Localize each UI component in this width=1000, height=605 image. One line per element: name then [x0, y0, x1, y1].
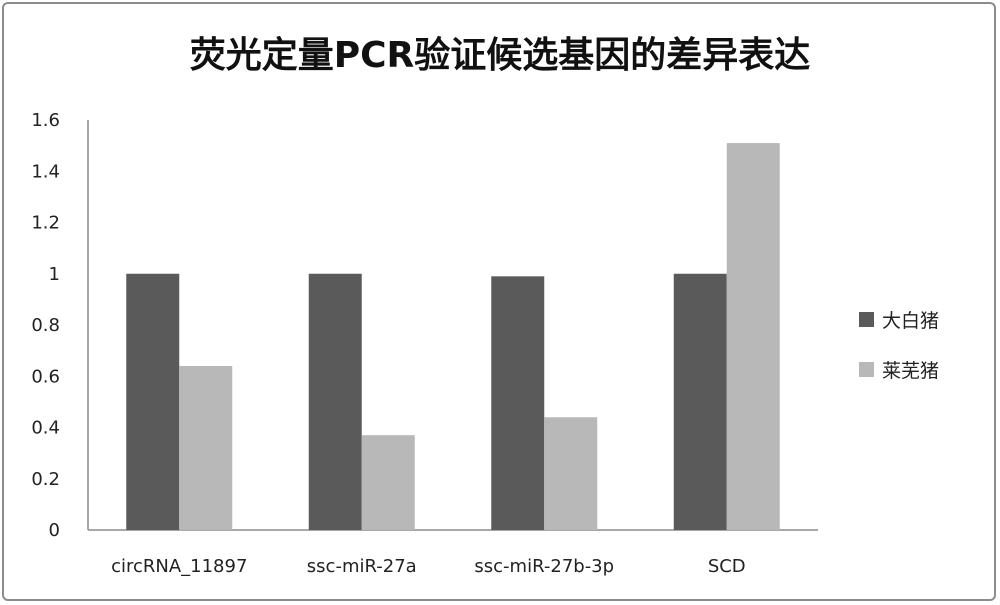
bar-series1 [126, 273, 180, 530]
legend-swatch [859, 362, 874, 377]
y-tick-label: 1.4 [31, 161, 60, 182]
x-tick-label: SCD [708, 556, 746, 577]
y-tick-label: 1.6 [31, 110, 60, 131]
x-tick-label: circRNA_11897 [111, 556, 247, 577]
bar-series2 [544, 417, 598, 530]
bar-series1 [491, 276, 545, 530]
x-tick-label: ssc-miR-27b-3p [474, 556, 614, 577]
chart-title: 荧光定量PCR验证候选基因的差异表达 [189, 35, 811, 76]
legend-label: 大白猪 [882, 310, 939, 332]
legend-swatch [859, 312, 874, 327]
x-tick-labels: circRNA_11897 ssc-miR-27a ssc-miR-27b-3p SC… [111, 556, 746, 577]
y-tick-label: 1.2 [31, 213, 60, 234]
x-tick-label: ssc-miR-27a [307, 556, 417, 577]
y-tick-labels: 0 0.2 0.4 0.6 0.8 1 1.2 1.4 1.6 [31, 110, 60, 541]
bar-series2 [179, 366, 233, 530]
bar-series1 [673, 273, 727, 530]
y-tick-label: 0 [49, 520, 60, 541]
y-tick-label: 1 [49, 264, 60, 285]
bar-series2 [726, 143, 780, 530]
bar-series1 [308, 273, 362, 530]
bars-group [126, 143, 780, 530]
bar-series2 [361, 435, 415, 530]
y-tick-label: 0.2 [31, 469, 60, 490]
y-tick-label: 0.8 [31, 315, 60, 336]
legend-label: 莱芜猪 [882, 360, 939, 382]
y-tick-label: 0.4 [31, 418, 60, 439]
y-tick-label: 0.6 [31, 366, 60, 387]
